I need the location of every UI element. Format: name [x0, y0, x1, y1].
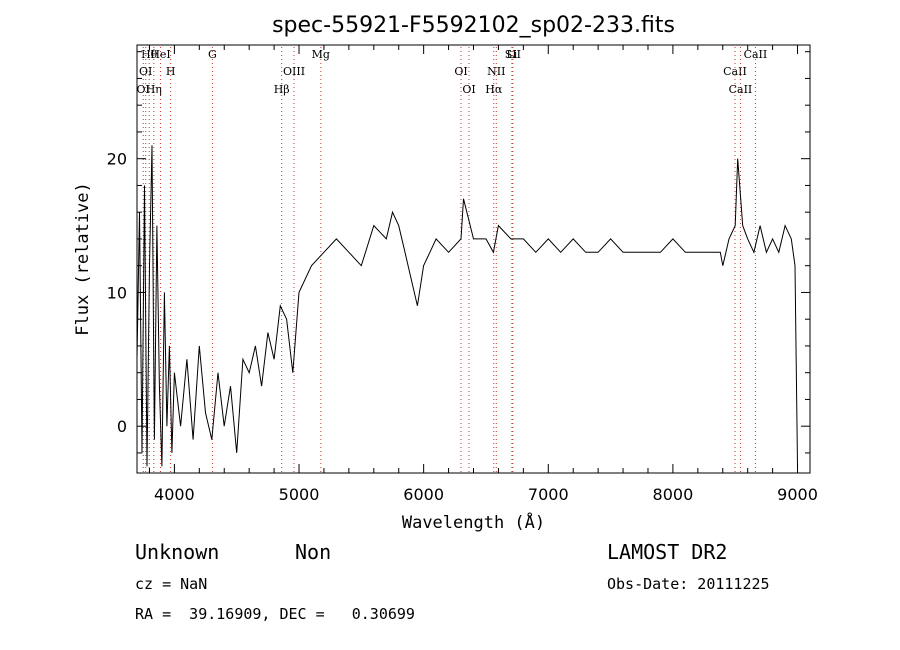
x-tick-label: 9000 [777, 485, 818, 504]
y-tick-label: 20 [107, 150, 127, 169]
line-marker-label: H [166, 65, 176, 78]
plot-frame [136, 44, 811, 474]
spectrum-line [137, 145, 798, 467]
line-marker-label: CaII [744, 48, 768, 61]
x-tick-label: 7000 [528, 485, 569, 504]
line-marker-label: CaII [729, 83, 753, 96]
line-marker-label: OI [454, 65, 467, 78]
line-marker-label: OI [139, 65, 152, 78]
line-marker-label: Mg [312, 48, 330, 61]
line-marker-label: Hη [146, 83, 162, 96]
object-subclass: Non [295, 540, 332, 564]
line-marker-label: OI [137, 83, 150, 96]
x-tick-label: 5000 [279, 485, 320, 504]
line-marker-label: OIII [283, 65, 305, 78]
line-marker-label: G [208, 48, 217, 61]
x-tick-label: 4000 [154, 485, 195, 504]
y-axis-label: Flux (relative) [73, 182, 93, 336]
chart-title: spec-55921-F5592102_sp02-233.fits [272, 13, 675, 38]
x-tick-label: 6000 [403, 485, 444, 504]
y-tick-label: 0 [117, 417, 127, 436]
line-marker-label: SII [505, 48, 521, 61]
coordinates: RA = 39.16909, DEC = 0.30699 [135, 605, 415, 623]
line-marker-label: HeI [150, 48, 170, 61]
line-marker-label: OI [462, 83, 475, 96]
observation-date: Obs-Date: 20111225 [607, 575, 770, 593]
line-marker-label: Li [506, 48, 517, 61]
line-marker-label: NII [487, 65, 505, 78]
x-axis-label: Wavelength (Å) [402, 511, 545, 533]
line-marker-label: Hβ [274, 83, 290, 96]
y-tick-label: 10 [107, 283, 127, 302]
redshift-cz: cz = NaN [135, 575, 208, 593]
x-tick-label: 8000 [653, 485, 694, 504]
line-marker-label: Hα [485, 83, 503, 96]
survey-label: LAMOST DR2 [607, 540, 728, 564]
line-marker-label: CaII [723, 65, 747, 78]
object-class: Unknown [135, 540, 220, 564]
